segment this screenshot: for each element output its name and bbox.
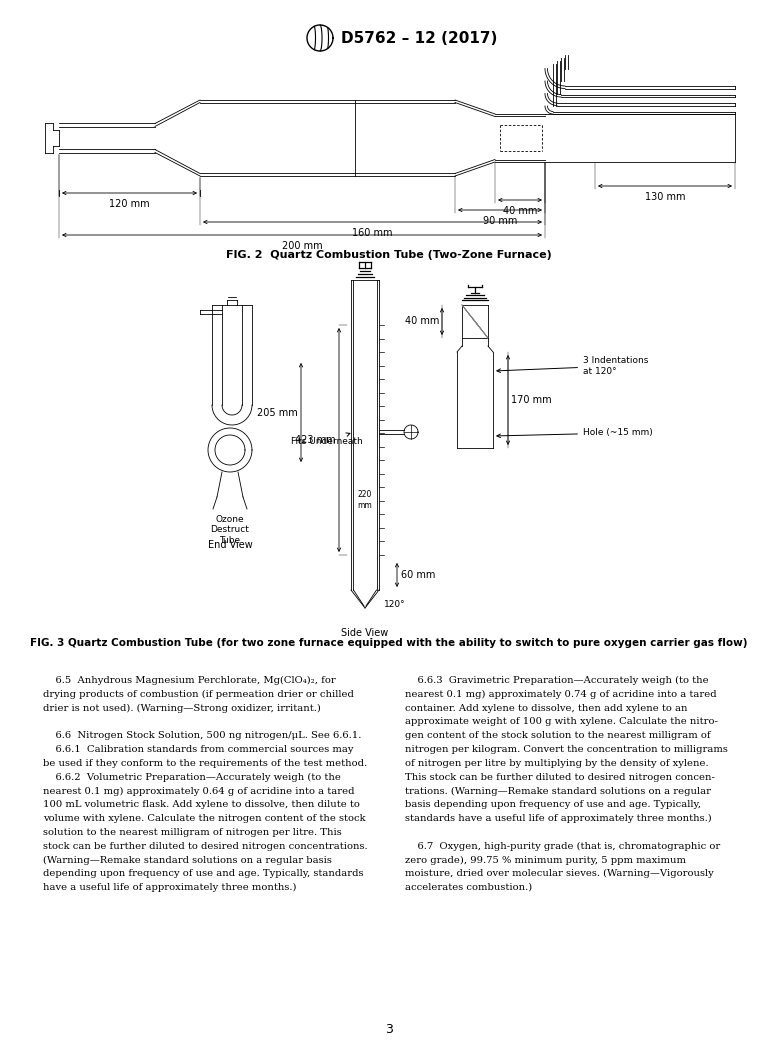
Text: be used if they conform to the requirements of the test method.: be used if they conform to the requireme… [43,759,367,768]
Text: 3 Indentations
at 120°: 3 Indentations at 120° [497,356,648,376]
Text: approximate weight of 100 g with xylene. Calculate the nitro-: approximate weight of 100 g with xylene.… [405,717,718,727]
Text: 6.5  Anhydrous Magnesium Perchlorate, Mg(ClO₄)₂, for: 6.5 Anhydrous Magnesium Perchlorate, Mg(… [43,676,336,685]
Text: 423 mm: 423 mm [296,435,336,445]
Text: moisture, dried over molecular sieves. (Warning—Vigorously: moisture, dried over molecular sieves. (… [405,869,713,879]
Text: 100 mL volumetric flask. Add xylene to dissolve, then dilute to: 100 mL volumetric flask. Add xylene to d… [43,801,360,809]
Text: 3: 3 [385,1023,393,1036]
Text: 40 mm: 40 mm [503,206,537,215]
Text: 170 mm: 170 mm [511,395,552,405]
Text: End View: End View [208,540,252,550]
Text: 200 mm: 200 mm [282,242,322,251]
Text: have a useful life of approximately three months.): have a useful life of approximately thre… [43,883,296,892]
Text: 220
mm: 220 mm [358,490,373,510]
Text: nearest 0.1 mg) approximately 0.74 g of acridine into a tared: nearest 0.1 mg) approximately 0.74 g of … [405,690,717,699]
Text: 130 mm: 130 mm [645,192,685,202]
Text: FIG. 3 Quartz Combustion Tube (for two zone furnace equipped with the ability to: FIG. 3 Quartz Combustion Tube (for two z… [30,638,748,648]
Text: Side View: Side View [342,628,389,638]
Text: D5762 – 12 (2017): D5762 – 12 (2017) [341,30,497,46]
Text: 6.6  Nitrogen Stock Solution, 500 ng nitrogen/μL. See 6.6.1.: 6.6 Nitrogen Stock Solution, 500 ng nitr… [43,731,361,740]
Text: zero grade), 99.75 % minimum purity, 5 ppm maximum: zero grade), 99.75 % minimum purity, 5 p… [405,856,686,864]
Text: (Warning—Remake standard solutions on a regular basis: (Warning—Remake standard solutions on a … [43,856,332,864]
Text: stock can be further diluted to desired nitrogen concentrations.: stock can be further diluted to desired … [43,841,368,850]
Text: 6.6.2  Volumetric Preparation—Accurately weigh (to the: 6.6.2 Volumetric Preparation—Accurately … [43,772,341,782]
Text: depending upon frequency of use and age. Typically, standards: depending upon frequency of use and age.… [43,869,363,879]
Text: 60 mm: 60 mm [401,570,436,580]
Text: drier is not used). (Warning—Strong oxidizer, irritant.): drier is not used). (Warning—Strong oxid… [43,704,321,713]
Text: 120°: 120° [384,600,405,609]
Text: Ozone
Destruct
Tube: Ozone Destruct Tube [211,515,250,544]
Text: accelerates combustion.): accelerates combustion.) [405,883,532,892]
Text: 90 mm: 90 mm [483,215,517,226]
Text: 205 mm: 205 mm [258,407,298,417]
Text: container. Add xylene to dissolve, then add xylene to an: container. Add xylene to dissolve, then … [405,704,688,713]
Text: standards have a useful life of approximately three months.): standards have a useful life of approxim… [405,814,712,823]
Text: basis depending upon frequency of use and age. Typically,: basis depending upon frequency of use an… [405,801,701,809]
Text: Fits Underneath: Fits Underneath [291,433,363,447]
Text: 6.7  Oxygen, high-purity grade (that is, chromatographic or: 6.7 Oxygen, high-purity grade (that is, … [405,841,720,850]
Text: nitrogen per kilogram. Convert the concentration to milligrams: nitrogen per kilogram. Convert the conce… [405,745,728,754]
Text: This stock can be further diluted to desired nitrogen concen-: This stock can be further diluted to des… [405,772,715,782]
Text: 6.6.3  Gravimetric Preparation—Accurately weigh (to the: 6.6.3 Gravimetric Preparation—Accurately… [405,676,709,685]
Text: Hole (~15 mm): Hole (~15 mm) [497,429,653,437]
Text: solution to the nearest milligram of nitrogen per litre. This: solution to the nearest milligram of nit… [43,828,342,837]
Text: 160 mm: 160 mm [352,228,393,238]
Text: 6.6.1  Calibration standards from commercial sources may: 6.6.1 Calibration standards from commerc… [43,745,353,754]
Text: of nitrogen per litre by multiplying by the density of xylene.: of nitrogen per litre by multiplying by … [405,759,709,768]
Text: FIG. 2  Quartz Combustion Tube (Two-Zone Furnace): FIG. 2 Quartz Combustion Tube (Two-Zone … [226,250,552,260]
Text: volume with xylene. Calculate the nitrogen content of the stock: volume with xylene. Calculate the nitrog… [43,814,366,823]
Text: 40 mm: 40 mm [405,316,439,327]
Text: trations. (Warning—Remake standard solutions on a regular: trations. (Warning—Remake standard solut… [405,786,711,795]
Text: nearest 0.1 mg) approximately 0.64 g of acridine into a tared: nearest 0.1 mg) approximately 0.64 g of … [43,786,355,795]
Text: drying products of combustion (if permeation drier or chilled: drying products of combustion (if permea… [43,690,354,699]
Text: 120 mm: 120 mm [109,199,150,209]
Text: gen content of the stock solution to the nearest milligram of: gen content of the stock solution to the… [405,731,710,740]
